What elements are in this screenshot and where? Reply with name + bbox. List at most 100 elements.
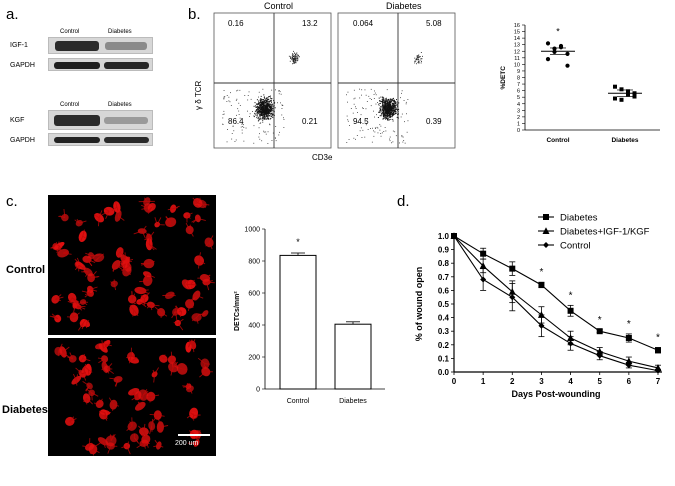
flow-event-dot — [271, 98, 273, 100]
flow-event-dot — [370, 128, 371, 129]
flow-event-dot — [260, 99, 262, 101]
flow-event-dot — [271, 108, 273, 109]
detc-dendrite — [131, 293, 136, 300]
detc-cell — [54, 314, 62, 323]
flow-event-dot — [263, 107, 265, 109]
flow-event-dot — [368, 95, 370, 97]
flow-event-dot — [268, 110, 270, 112]
diabetes-ul-value: 0.064 — [353, 19, 374, 28]
series-point — [538, 281, 545, 288]
flow-event-dot — [392, 120, 394, 122]
scatter-x-tick-label: Diabetes — [611, 137, 638, 144]
flow-event-dot — [388, 119, 390, 121]
flow-event-dot — [387, 99, 389, 101]
flow-event-dot — [253, 105, 255, 107]
detc-dendrite — [148, 244, 155, 251]
detc-dendrite — [202, 363, 206, 372]
detc-dendrite — [90, 286, 98, 290]
flow-event-dot — [255, 105, 256, 107]
detc-dendrite — [66, 316, 75, 318]
detc-cell — [88, 444, 98, 455]
flow-event-dot — [231, 133, 233, 134]
flow-event-dot — [262, 108, 263, 110]
detc-dendrite — [185, 386, 191, 390]
flow-event-dot — [381, 105, 383, 107]
flow-event-dot — [247, 110, 248, 112]
detc-dendrite — [153, 445, 159, 448]
flow-event-dot — [380, 108, 382, 110]
flow-event-dot — [370, 88, 372, 90]
flow-event-dot — [392, 99, 393, 101]
detc-dendrite — [106, 363, 113, 370]
flow-event-dot — [384, 109, 386, 111]
flow-event-dot — [385, 110, 387, 111]
diabetes-ur-value: 5.08 — [426, 19, 442, 28]
scatter-point-diabetes — [626, 89, 630, 94]
flow-event-dot — [396, 108, 398, 110]
flow-event-dot — [271, 112, 272, 114]
flow-event-dot — [383, 102, 385, 104]
flow-event-dot — [281, 104, 283, 106]
flow-event-dot — [357, 112, 358, 113]
flow-event-dot — [407, 99, 409, 100]
flow-event-dot — [264, 116, 265, 118]
detc-cell — [69, 312, 79, 323]
series-point — [655, 347, 661, 354]
detc-dendrite — [196, 317, 199, 324]
flow-event-dot — [395, 102, 397, 104]
flow-event-dot — [279, 131, 280, 133]
flow-event-dot — [390, 111, 391, 113]
panel-d-letter: d. — [397, 193, 410, 210]
flow-event-dot — [273, 133, 275, 135]
flow-event-dot — [348, 139, 350, 140]
line-x-tick-label: 4 — [568, 377, 573, 386]
flow-event-dot — [386, 112, 388, 113]
flow-event-dot — [262, 112, 264, 114]
flow-event-dot — [257, 107, 259, 109]
flow-event-dot — [359, 130, 361, 132]
detc-dendrite — [144, 292, 150, 299]
flow-event-dot — [379, 111, 381, 113]
flow-event-dot — [263, 109, 265, 111]
flow-event-dot — [293, 56, 295, 58]
flow-event-dot — [383, 101, 385, 102]
flow-event-dot — [383, 116, 385, 118]
line-legend: Diabetes Diabetes+IGF-1/KGF Control — [538, 213, 650, 252]
flow-event-dot — [403, 140, 405, 141]
flow-event-dot — [417, 55, 419, 56]
detc-dendrite — [73, 312, 80, 318]
flow-cytometry-plots: Control Diabetes γ δ TCR CD3e 0.16 13.2 … — [194, 1, 456, 162]
flow-event-dot — [262, 110, 264, 112]
flow-event-dot — [295, 56, 297, 58]
flow-event-dot — [243, 140, 245, 142]
detc-dendrite — [153, 374, 156, 383]
detc-dendrite — [201, 203, 210, 206]
flow-event-dot — [384, 103, 386, 105]
micrograph-diabetes: 200 um — [48, 338, 216, 456]
flow-event-dot — [264, 117, 266, 118]
flow-event-dot — [384, 113, 386, 115]
flow-event-dot — [292, 60, 294, 62]
flow-event-dot — [232, 126, 234, 127]
detc-dendrite — [126, 441, 130, 447]
flow-event-dot — [347, 120, 349, 122]
flow-event-dot — [269, 113, 271, 115]
flow-event-dot — [274, 105, 275, 107]
flow-event-dot — [261, 106, 263, 108]
flow-event-dot — [278, 93, 280, 95]
line-significance-star: * — [656, 333, 660, 344]
flow-frame — [213, 12, 332, 149]
flow-event-dot — [290, 56, 291, 58]
flow-event-dot — [272, 106, 274, 108]
flow-event-dot — [266, 97, 268, 99]
flow-event-dot — [388, 119, 390, 121]
flow-event-dot — [362, 107, 363, 109]
flow-event-dot — [261, 99, 263, 101]
detc-dendrite — [114, 379, 119, 387]
flow-event-dot — [269, 115, 271, 117]
flow-event-dot — [237, 108, 239, 110]
flow-event-dot — [278, 90, 279, 92]
detc-dendrite — [102, 438, 109, 442]
detc-dendrite — [104, 208, 110, 212]
flow-event-dot — [299, 56, 300, 58]
